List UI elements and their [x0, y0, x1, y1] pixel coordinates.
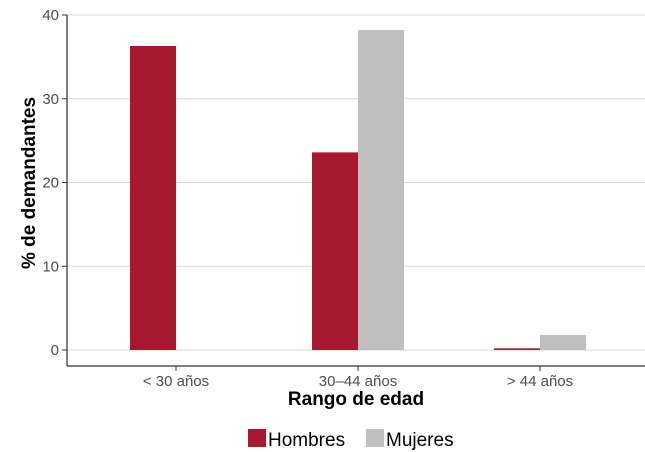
bar-hombres-0 — [130, 45, 176, 351]
y-tick-label: 20 — [42, 175, 59, 192]
bars — [130, 30, 586, 351]
y-ticks: 0 10 20 30 40 — [42, 7, 67, 359]
y-tick-label: 30 — [42, 91, 59, 108]
legend-label-hombres: Hombres — [268, 430, 345, 451]
bar-hombres-2 — [494, 348, 540, 350]
axes — [66, 15, 645, 367]
y-tick-label: 0 — [51, 342, 59, 359]
legend: Hombres Mujeres — [248, 429, 454, 451]
x-ticks: < 30 años 30–44 años > 44 años — [143, 366, 573, 390]
legend-swatch-hombres — [248, 429, 266, 447]
y-axis-title: % de demandantes — [19, 97, 40, 269]
x-tick-label: < 30 años — [143, 373, 209, 390]
bar-mujeres-1 — [358, 30, 404, 350]
bar-mujeres-2 — [540, 334, 586, 350]
y-tick-label: 40 — [42, 7, 59, 24]
x-tick-label: 30–44 años — [319, 373, 397, 390]
y-tick-label: 10 — [42, 258, 59, 275]
bar-hombres-1 — [312, 152, 358, 350]
x-tick-label: > 44 años — [507, 373, 573, 390]
x-axis-title: Rango de edad — [288, 389, 424, 410]
legend-label-mujeres: Mujeres — [386, 430, 454, 451]
legend-swatch-mujeres — [366, 429, 384, 447]
